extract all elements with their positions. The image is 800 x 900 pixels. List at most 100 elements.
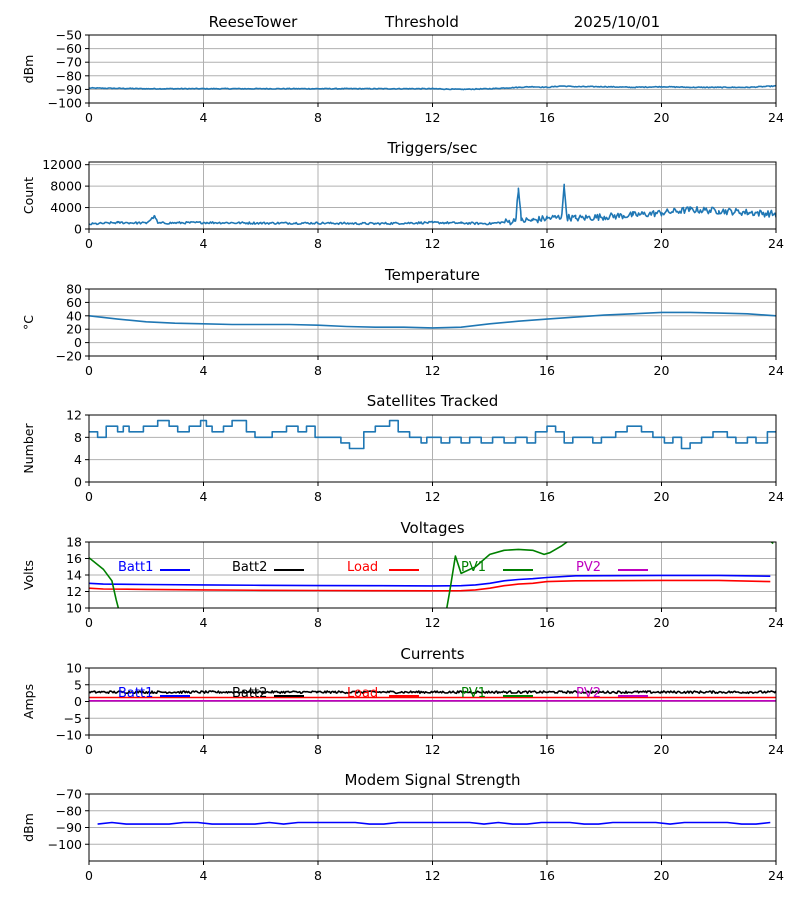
legend-label-pv2: PV2 — [576, 686, 601, 701]
x-tick-label: 4 — [200, 363, 208, 378]
y-tick-label: 8 — [74, 430, 82, 445]
y-tick-label: −5 — [64, 711, 82, 726]
x-tick-label: 20 — [654, 363, 670, 378]
series-currents-batt2 — [89, 690, 776, 695]
y-axis-label-threshold: dBm — [21, 55, 36, 84]
x-tick-label: 4 — [200, 236, 208, 251]
series-triggers-triggers — [89, 183, 776, 226]
x-tick-label: 24 — [768, 363, 784, 378]
x-tick-label: 16 — [539, 868, 555, 883]
x-tick-label: 20 — [654, 615, 670, 630]
y-tick-label: 12000 — [42, 157, 82, 172]
x-tick-label: 24 — [768, 615, 784, 630]
x-tick-label: 12 — [425, 615, 441, 630]
y-axis-label-voltages: Volts — [21, 560, 36, 590]
y-tick-label: −50 — [56, 28, 82, 43]
panel-title-voltages: Voltages — [400, 519, 464, 537]
x-tick-label: 8 — [314, 615, 322, 630]
x-tick-label: 0 — [85, 236, 93, 251]
legend-label-pv1: PV1 — [461, 560, 486, 575]
y-tick-label: 0 — [74, 694, 82, 709]
x-tick-label: 16 — [539, 615, 555, 630]
x-tick-label: 0 — [85, 110, 93, 125]
y-tick-label: 10 — [66, 601, 82, 616]
y-axis-label-modem: dBm — [21, 813, 36, 842]
y-tick-label: −70 — [56, 55, 82, 70]
x-tick-label: 0 — [85, 489, 93, 504]
y-tick-label: 4 — [74, 452, 82, 467]
x-tick-label: 16 — [539, 489, 555, 504]
x-tick-label: 12 — [425, 363, 441, 378]
y-tick-label: 0 — [74, 335, 82, 350]
x-tick-label: 0 — [85, 742, 93, 757]
x-tick-label: 4 — [200, 742, 208, 757]
x-tick-label: 16 — [539, 742, 555, 757]
x-tick-label: 8 — [314, 236, 322, 251]
y-tick-label: −90 — [56, 820, 82, 835]
y-tick-label: 16 — [66, 551, 82, 566]
y-tick-label: 40 — [66, 308, 82, 323]
x-tick-label: 8 — [314, 742, 322, 757]
x-tick-label: 16 — [539, 110, 555, 125]
x-tick-label: 8 — [314, 110, 322, 125]
series-voltages-pv1 — [89, 542, 774, 608]
series-satellites-satellites — [89, 419, 776, 450]
y-tick-label: 14 — [66, 568, 82, 583]
x-tick-label: 24 — [768, 868, 784, 883]
x-tick-label: 4 — [200, 615, 208, 630]
series-voltages-batt1 — [89, 574, 771, 587]
y-tick-label: 12 — [66, 584, 82, 599]
panel-threshold: 0 4 8 12 16 20 24 −100−90−80−70−60−50 dBm — [21, 28, 784, 126]
x-tick-label: 4 — [200, 489, 208, 504]
y-tick-label: 20 — [66, 322, 82, 337]
y-tick-label: 18 — [66, 535, 82, 550]
y-tick-label: 12 — [66, 408, 82, 423]
y-tick-label: 0 — [74, 222, 82, 237]
x-tick-label: 24 — [768, 742, 784, 757]
panel-title-currents: Currents — [400, 645, 464, 663]
x-tick-label: 12 — [425, 489, 441, 504]
legend-label-pv2: PV2 — [576, 560, 601, 575]
x-tick-label: 12 — [425, 236, 441, 251]
x-tick-label: 0 — [85, 868, 93, 883]
y-tick-label: 10 — [66, 661, 82, 676]
panel-title-triggers: Triggers/sec — [387, 139, 478, 157]
y-axis-label-satellites: Number — [21, 423, 36, 474]
y-tick-label: 80 — [66, 282, 82, 297]
y-tick-label: 60 — [66, 295, 82, 310]
x-tick-label: 12 — [425, 742, 441, 757]
x-tick-label: 8 — [314, 868, 322, 883]
legend-label-load: Load — [347, 686, 378, 701]
panel-title-threshold: Threshold — [384, 13, 459, 31]
y-axis-label-currents: Amps — [21, 684, 36, 719]
panel-satellites: 0 4 8 12 16 20 24 0 4 8 12 Satellites Tracked Number — [21, 392, 784, 504]
date-title: 2025/10/01 — [574, 13, 660, 31]
x-tick-label: 20 — [654, 110, 670, 125]
x-tick-label: 20 — [654, 489, 670, 504]
series-threshold-threshold — [89, 84, 776, 91]
legend-label-load: Load — [347, 560, 378, 575]
series-modem-modem — [97, 821, 771, 825]
y-tick-label: −70 — [56, 787, 82, 802]
legend-label-batt2: Batt2 — [232, 686, 267, 701]
panel-title-temperature: Temperature — [384, 266, 480, 284]
legend-label-batt1: Batt1 — [118, 560, 153, 575]
legend-label-pv1: PV1 — [461, 686, 486, 701]
x-tick-label: 24 — [768, 236, 784, 251]
y-tick-label: −100 — [48, 837, 82, 852]
y-tick-label: 4000 — [50, 200, 82, 215]
panel-triggers: 0 4 8 12 16 20 24 0 4000 8000 12000 Triggers/sec Cou… — [21, 139, 784, 251]
x-tick-label: 12 — [425, 110, 441, 125]
panel-title-satellites: Satellites Tracked — [367, 392, 498, 410]
x-tick-label: 16 — [539, 363, 555, 378]
x-tick-label: 4 — [200, 868, 208, 883]
x-tick-label: 24 — [768, 489, 784, 504]
x-tick-label: 20 — [654, 236, 670, 251]
x-tick-label: 20 — [654, 868, 670, 883]
x-tick-label: 16 — [539, 236, 555, 251]
series-voltages-load — [89, 579, 771, 592]
panel-modem: 0 4 8 12 16 20 24 −100 −90 −80−70 Modem Signal Str… — [21, 771, 784, 883]
